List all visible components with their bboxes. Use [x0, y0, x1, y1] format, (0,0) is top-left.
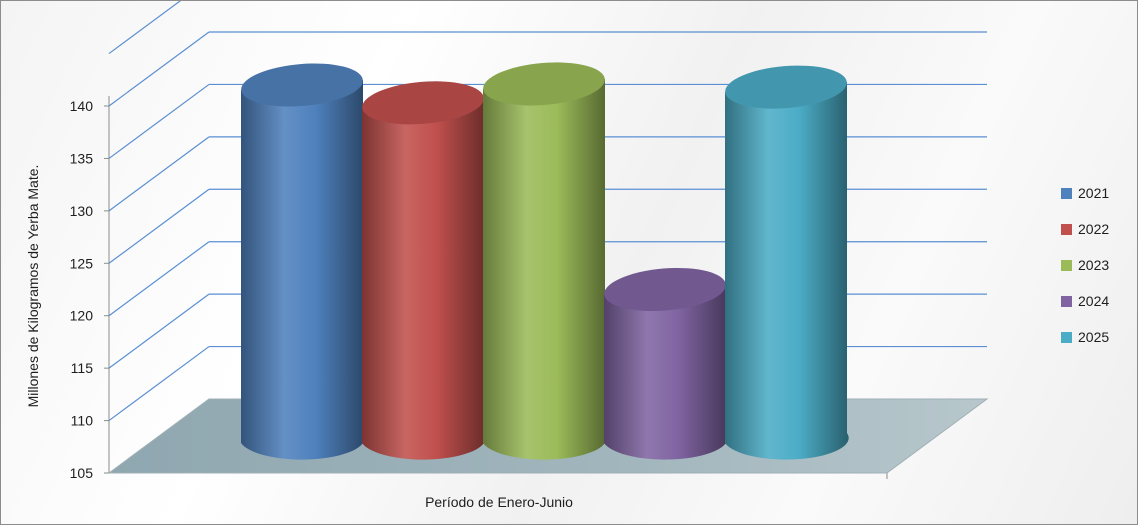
y-tick-label: 120 — [70, 308, 94, 324]
legend-item-2024: 2024 — [1061, 293, 1109, 309]
y-tick-label: 130 — [70, 203, 94, 219]
legend-label: 2023 — [1078, 257, 1109, 273]
legend-item-2022: 2022 — [1061, 221, 1109, 237]
bar-body — [604, 284, 728, 460]
legend-label: 2025 — [1078, 329, 1109, 345]
y-tick-label: 105 — [70, 465, 94, 481]
bar-2022 — [362, 81, 486, 460]
bar-2021 — [241, 63, 365, 460]
bar-body — [241, 80, 365, 460]
bar-body — [483, 78, 607, 460]
bar-body — [725, 82, 849, 460]
bar-top — [362, 81, 484, 125]
legend-swatch — [1061, 224, 1072, 235]
y-tick-label: 115 — [71, 360, 94, 376]
y-tick-label: 135 — [70, 150, 94, 166]
y-tick-label: 140 — [70, 98, 94, 114]
bar-top — [241, 63, 363, 107]
legend-swatch — [1061, 188, 1072, 199]
legend-swatch — [1061, 296, 1072, 307]
bars — [241, 62, 849, 460]
legend-label: 2024 — [1078, 293, 1109, 309]
bar-top — [604, 267, 726, 311]
y-tick-label: 110 — [71, 413, 94, 429]
legend-label: 2022 — [1078, 221, 1109, 237]
legend: 2021 2022 2023 2024 2025 — [1061, 185, 1109, 345]
bar-top — [725, 65, 847, 109]
y-axis-ticks: 105 110 115 120 125 130 135 140 — [70, 98, 109, 481]
bar-2025 — [725, 65, 849, 460]
bar-2024 — [604, 267, 728, 460]
bar-body — [362, 97, 486, 460]
legend-item-2025: 2025 — [1061, 329, 1109, 345]
bar-2023 — [483, 62, 607, 460]
x-axis-label: Período de Enero-Junio — [425, 494, 573, 510]
legend-swatch — [1061, 260, 1072, 271]
legend-item-2023: 2023 — [1061, 257, 1109, 273]
bar-top — [483, 62, 605, 106]
legend-item-2021: 2021 — [1061, 185, 1109, 201]
y-tick-label: 125 — [70, 255, 94, 271]
legend-label: 2021 — [1078, 185, 1109, 201]
y-axis-label: Millones de Kilogramos de Yerba Mate. — [25, 165, 41, 408]
legend-swatch — [1061, 332, 1072, 343]
